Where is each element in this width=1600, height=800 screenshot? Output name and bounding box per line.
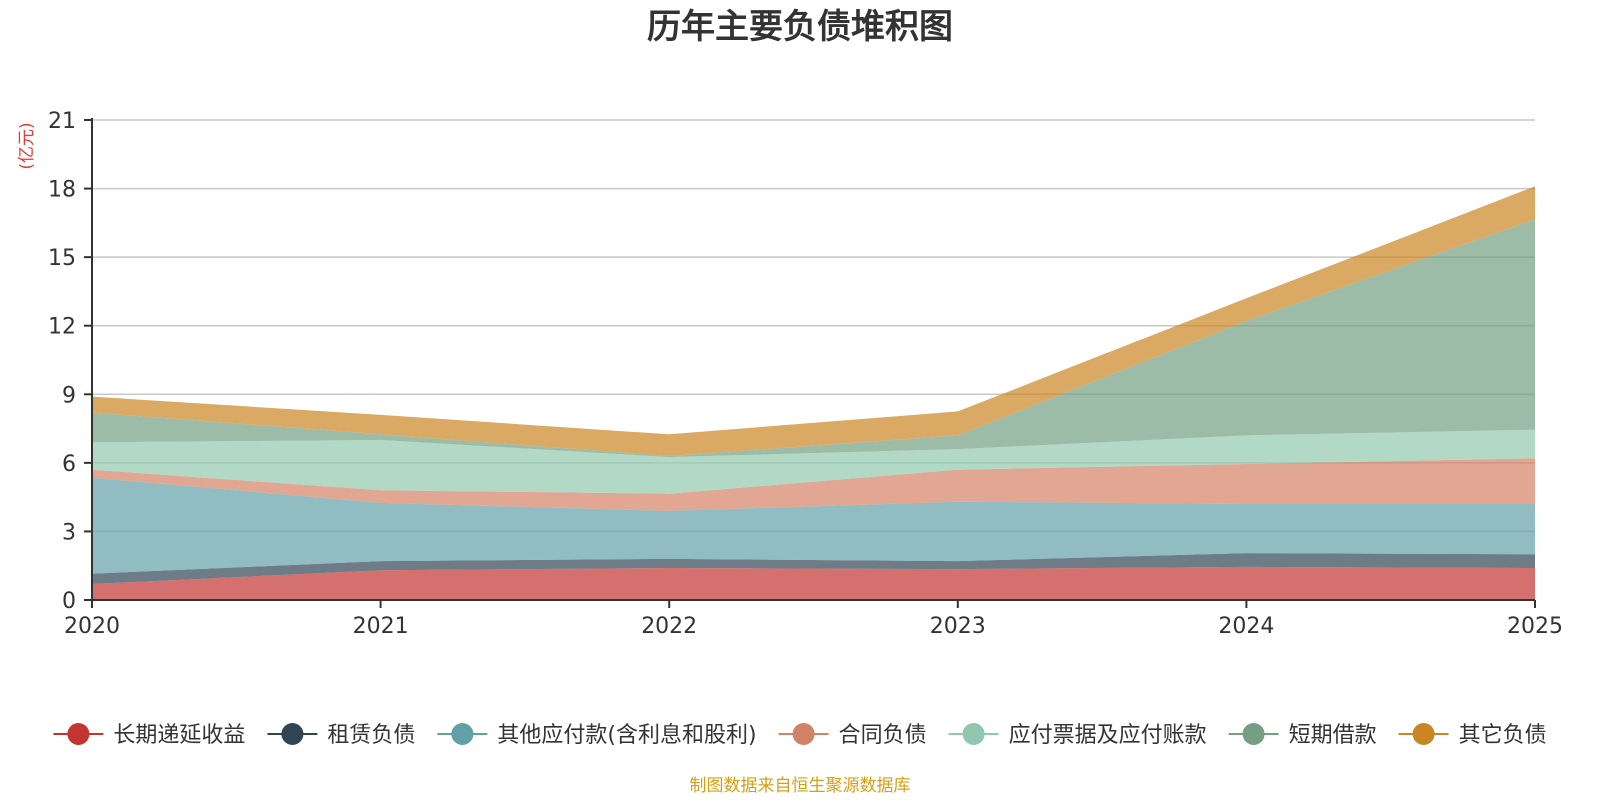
legend-item[interactable]: 长期递延收益 — [53, 723, 245, 748]
x-tick-label: 2022 — [641, 614, 697, 639]
area-series-6 — [92, 219, 1535, 458]
legend-circle-icon — [792, 723, 815, 745]
legend-label: 其他应付款(含利息和股利) — [497, 723, 756, 748]
y-tick-label: 6 — [62, 452, 76, 477]
x-tick-label: 2021 — [353, 614, 409, 639]
legend-label: 合同负债 — [839, 723, 927, 748]
legend-item[interactable]: 租赁负债 — [267, 723, 415, 748]
legend: 长期递延收益 租赁负债 其他应付款(含利息和股利) 合同负债 应付票据及应付账款 短期借款… — [53, 723, 1547, 748]
chart-title: 历年主要负债堆积图 — [647, 7, 953, 47]
legend-circle-icon — [451, 723, 474, 745]
data-source-note: 制图数据来自恒生聚源数据库 — [690, 776, 911, 796]
legend-label: 租赁负债 — [327, 723, 415, 748]
legend-item[interactable]: 其他应付款(含利息和股利) — [437, 723, 757, 748]
y-tick-label: 18 — [48, 178, 76, 203]
x-tick-label: 2025 — [1507, 614, 1563, 639]
legend-circle-icon — [962, 723, 985, 745]
legend-circle-icon — [67, 723, 90, 745]
y-axis-unit-label: (亿元) — [17, 122, 37, 169]
legend-circle-icon — [1242, 723, 1265, 745]
legend-item[interactable]: 应付票据及应付账款 — [948, 723, 1207, 748]
area-series-4 — [92, 458, 1535, 511]
x-tick-label: 2024 — [1218, 614, 1274, 639]
x-tick-label: 2023 — [930, 614, 986, 639]
axes: 0 3 6 9 12 15 18 21 2020 2021 2022 2023 2024 2025 — [48, 109, 1563, 639]
x-tick-label: 2020 — [64, 614, 120, 639]
y-tick-label: 0 — [62, 589, 76, 614]
y-tick-label: 15 — [48, 246, 76, 271]
y-tick-label: 12 — [48, 315, 76, 340]
area-series-2 — [92, 553, 1535, 584]
area-series-1 — [92, 566, 1535, 600]
legend-item[interactable]: 其它负债 — [1398, 723, 1547, 748]
legend-label: 短期借款 — [1289, 723, 1377, 748]
area-series-5 — [92, 429, 1535, 494]
y-tick-label: 21 — [48, 109, 76, 134]
legend-circle-icon — [281, 723, 304, 745]
legend-item[interactable]: 合同负债 — [778, 723, 927, 748]
area-series-3 — [92, 477, 1535, 574]
legend-item[interactable]: 短期借款 — [1228, 723, 1377, 748]
legend-label: 其它负债 — [1459, 723, 1547, 748]
legend-label: 应付票据及应付账款 — [1009, 723, 1207, 748]
y-tick-label: 3 — [62, 520, 76, 545]
y-tick-label: 9 — [62, 383, 76, 408]
legend-circle-icon — [1412, 723, 1435, 745]
legend-label: 长期递延收益 — [113, 723, 245, 748]
stacked-areas — [92, 186, 1535, 600]
